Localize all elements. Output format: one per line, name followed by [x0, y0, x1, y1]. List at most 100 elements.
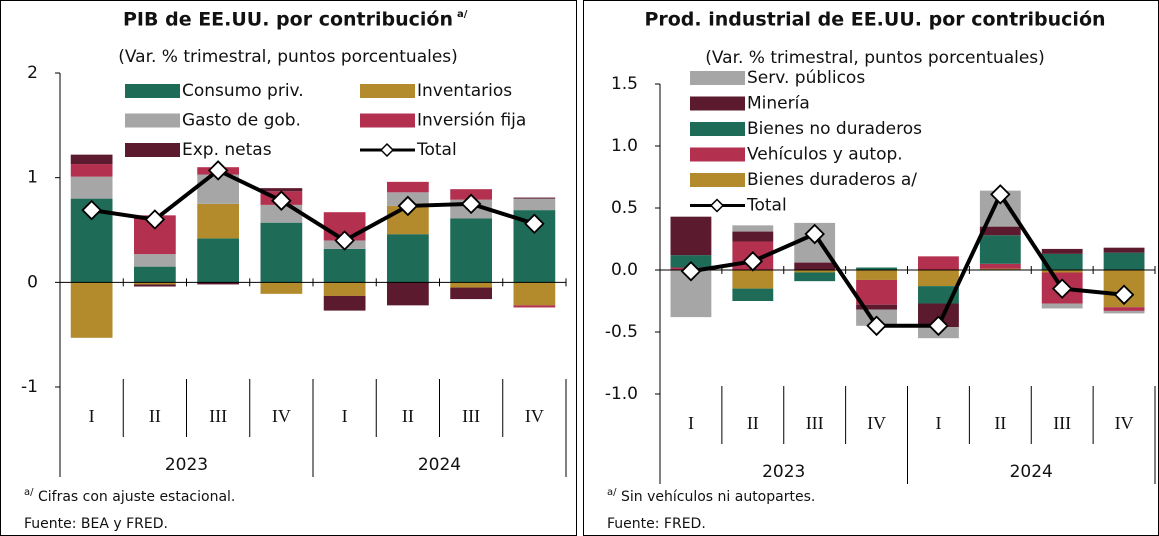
- bar: [1103, 310, 1145, 314]
- chart-title: Prod. industrial de EE.UU. por contribuc…: [644, 9, 1105, 31]
- legend-label: Bienes no duraderos: [747, 119, 922, 139]
- legend-label: Bienes duraderos a/: [747, 170, 917, 190]
- x-tick-label: I: [688, 413, 694, 433]
- legend-marker: [709, 198, 725, 213]
- total-marker: [397, 195, 419, 217]
- legend-swatch: [125, 113, 180, 128]
- x-tick-label: II: [149, 406, 161, 426]
- legend-swatch: [360, 84, 415, 98]
- bar: [323, 295, 366, 311]
- legend-label: Total: [416, 140, 457, 160]
- legend-swatch: [690, 122, 745, 136]
- bar: [134, 254, 176, 267]
- bar: [856, 304, 897, 310]
- bar: [197, 203, 239, 239]
- bar: [732, 231, 774, 242]
- bar: [260, 222, 303, 283]
- bar: [323, 248, 366, 283]
- bar: [979, 235, 1021, 264]
- source: Fuente: BEA y FRED.: [24, 516, 168, 532]
- legend-swatch: [125, 84, 180, 98]
- bar: [387, 234, 429, 283]
- bar: [856, 270, 897, 280]
- y-tick-label: 1.0: [611, 136, 638, 156]
- y-tick-label: 1.5: [611, 74, 638, 94]
- bar: [70, 282, 113, 338]
- x-tick-label: IV: [867, 413, 886, 433]
- footnote: Sin vehículos ni autopartes.: [621, 489, 815, 505]
- year-label: 2023: [165, 455, 208, 475]
- total-marker: [207, 160, 229, 181]
- bar: [1103, 247, 1145, 253]
- bar: [732, 270, 774, 289]
- bar: [450, 218, 492, 283]
- legend-label: Consumo priv.: [182, 81, 304, 101]
- total-marker: [334, 230, 355, 251]
- bar: [856, 279, 897, 305]
- bar: [513, 282, 556, 306]
- legend-marker: [379, 142, 395, 158]
- bar: [918, 286, 959, 304]
- subtitle: (Var. % trimestral, puntos porcentuales): [705, 48, 1045, 68]
- bar: [70, 176, 113, 199]
- bar: [134, 266, 176, 283]
- bar: [979, 263, 1021, 269]
- bar: [70, 154, 113, 165]
- bar: [450, 282, 492, 288]
- subtitle: (Var. % trimestral, puntos porcentuales): [118, 47, 458, 67]
- total-line: [91, 168, 535, 243]
- bar: [197, 282, 239, 285]
- legend-label: Serv. públicos: [747, 68, 865, 88]
- x-tick-label: II: [994, 413, 1006, 433]
- x-tick-label: II: [402, 406, 414, 426]
- footnote-mark: a/: [607, 487, 617, 498]
- bar: [732, 288, 774, 301]
- x-tick-label: IV: [272, 406, 291, 426]
- legend-swatch: [690, 71, 745, 85]
- footnote-mark: a/: [24, 487, 34, 498]
- y-tick-label: 0: [27, 272, 38, 292]
- legend-label: Minería: [747, 94, 810, 114]
- total-marker: [804, 223, 825, 245]
- bar: [918, 303, 959, 328]
- bar: [387, 181, 429, 193]
- total-marker: [1113, 284, 1135, 306]
- bar: [513, 198, 556, 211]
- total-marker: [271, 190, 292, 211]
- bar: [1041, 253, 1083, 270]
- legend-swatch: [360, 113, 415, 128]
- total-marker: [742, 251, 764, 272]
- bar: [513, 305, 556, 308]
- legend-label: Total: [746, 196, 787, 216]
- bar: [260, 188, 303, 192]
- bar: [1103, 307, 1145, 311]
- year-label: 2023: [762, 462, 805, 482]
- legend-label: Gasto de gob.: [182, 111, 301, 131]
- bar: [732, 225, 774, 232]
- y-tick-label: -1.0: [605, 384, 638, 404]
- bar: [513, 197, 556, 199]
- total-marker: [460, 193, 482, 215]
- bar: [134, 284, 176, 287]
- y-tick-label: 0.5: [611, 198, 638, 218]
- bar: [1103, 252, 1145, 270]
- bar: [856, 267, 897, 270]
- bar: [918, 256, 959, 270]
- x-tick-label: I: [89, 406, 95, 426]
- total-marker: [928, 315, 949, 337]
- bar: [794, 270, 836, 273]
- bar: [134, 282, 176, 285]
- total-marker: [524, 213, 545, 234]
- x-tick-label: IV: [525, 406, 544, 426]
- x-tick-label: I: [935, 413, 941, 433]
- bar: [1041, 270, 1083, 273]
- bar: [979, 226, 1021, 236]
- x-tick-label: I: [342, 406, 348, 426]
- year-label: 2024: [418, 455, 461, 475]
- total-marker: [990, 184, 1011, 205]
- bar: [70, 164, 113, 177]
- y-tick-label: 1: [27, 168, 38, 188]
- y-tick-label: -0.5: [605, 322, 638, 342]
- total-marker: [81, 199, 102, 221]
